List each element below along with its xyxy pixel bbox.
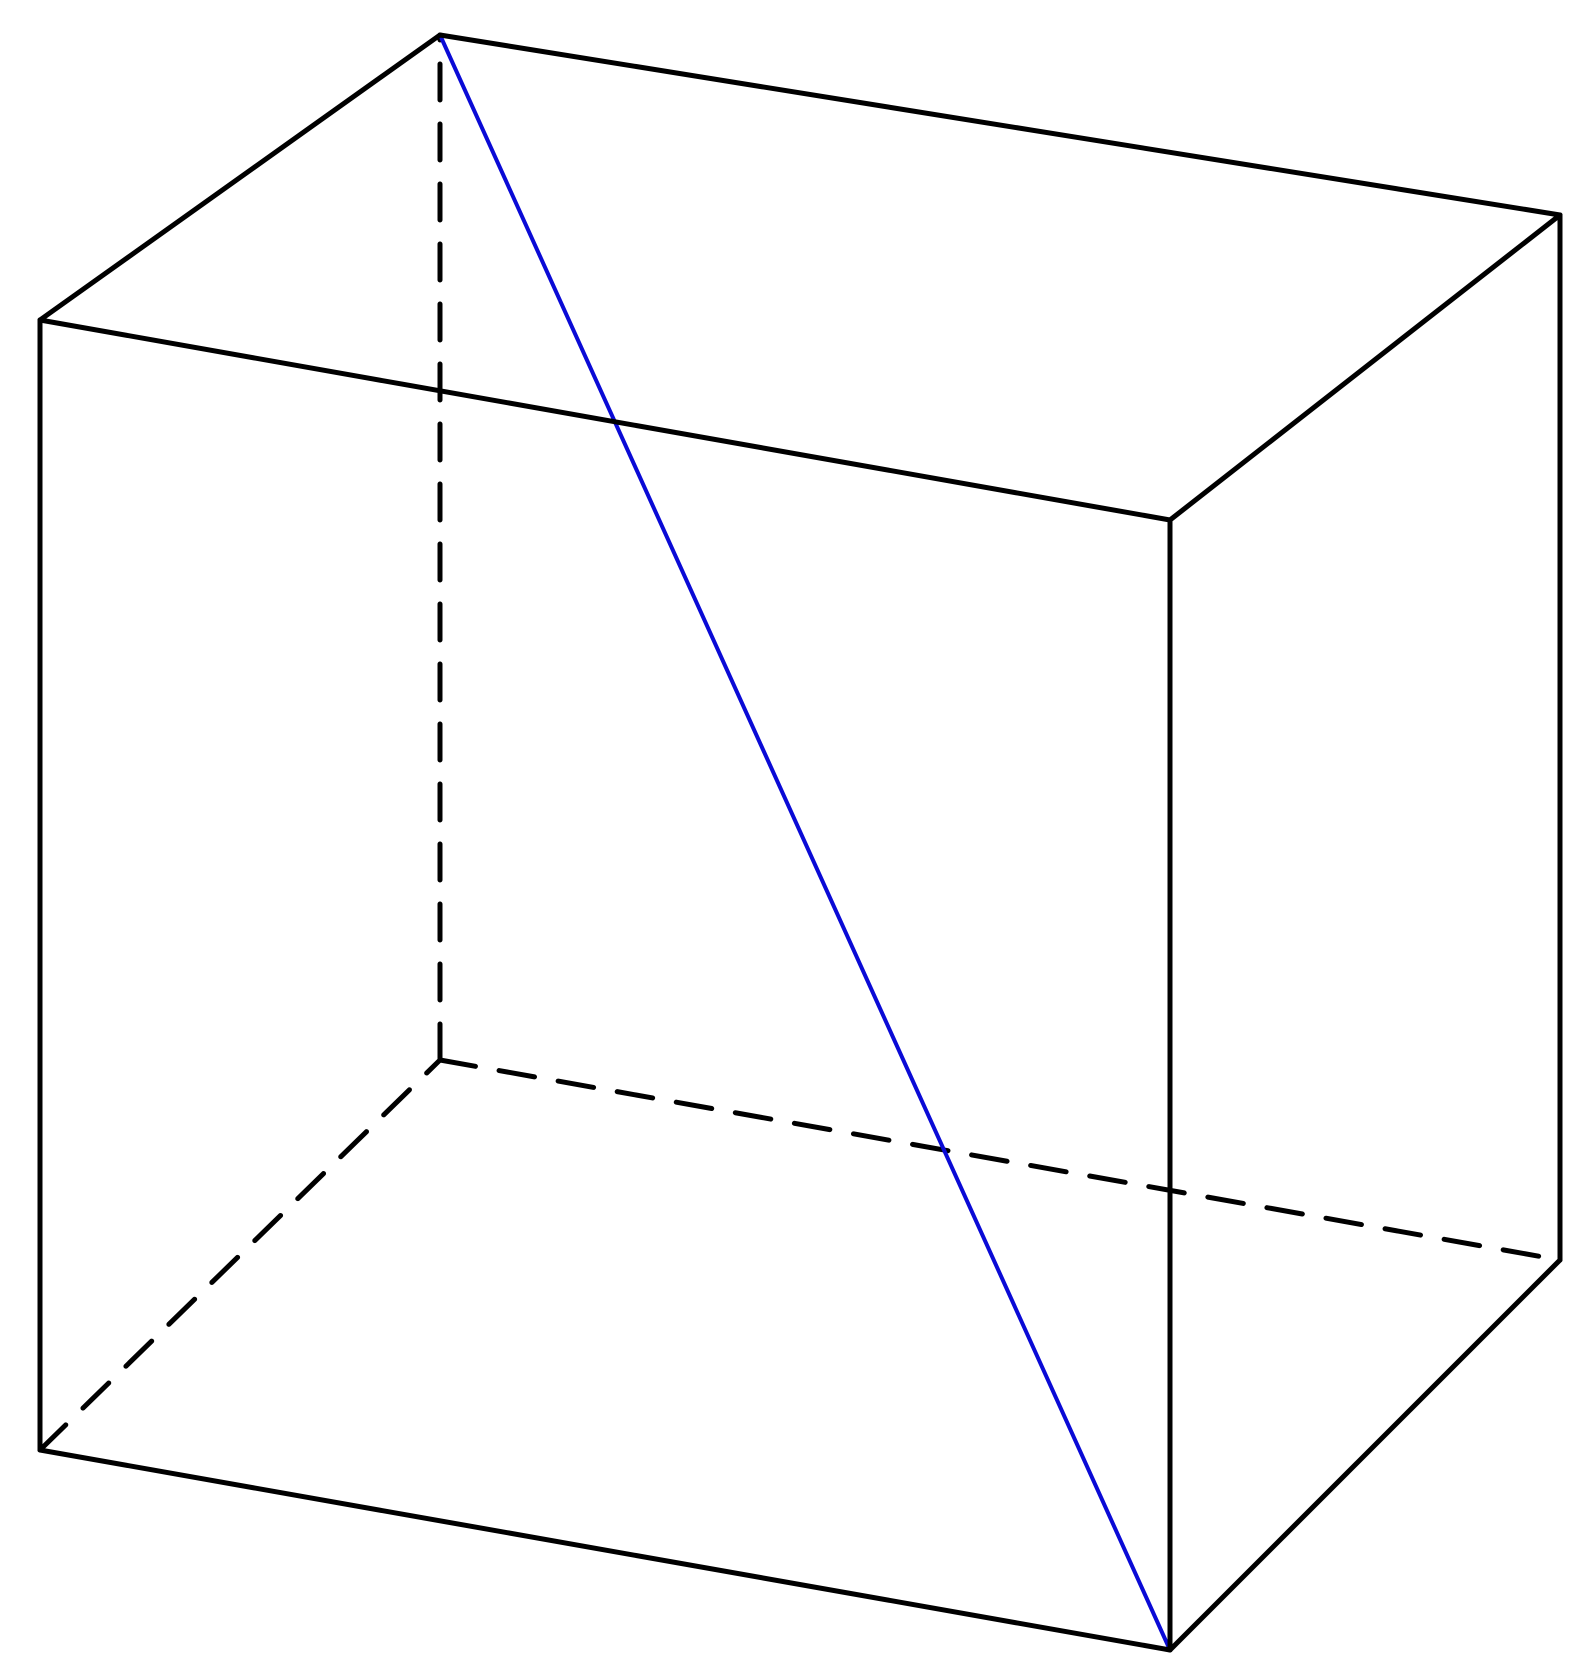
- cube-edge-hidden: [440, 1060, 1560, 1260]
- cube-edge: [40, 1450, 1170, 1650]
- cube-edge: [1170, 215, 1560, 520]
- cube-diagram: [0, 0, 1592, 1672]
- cube-edge: [1170, 1260, 1560, 1650]
- cube-edge: [40, 320, 1170, 520]
- cube-edge: [440, 35, 1560, 215]
- cube-face-diagonal: [440, 35, 1170, 1650]
- cube-edge: [40, 35, 440, 320]
- cube-edge-hidden: [40, 1060, 440, 1450]
